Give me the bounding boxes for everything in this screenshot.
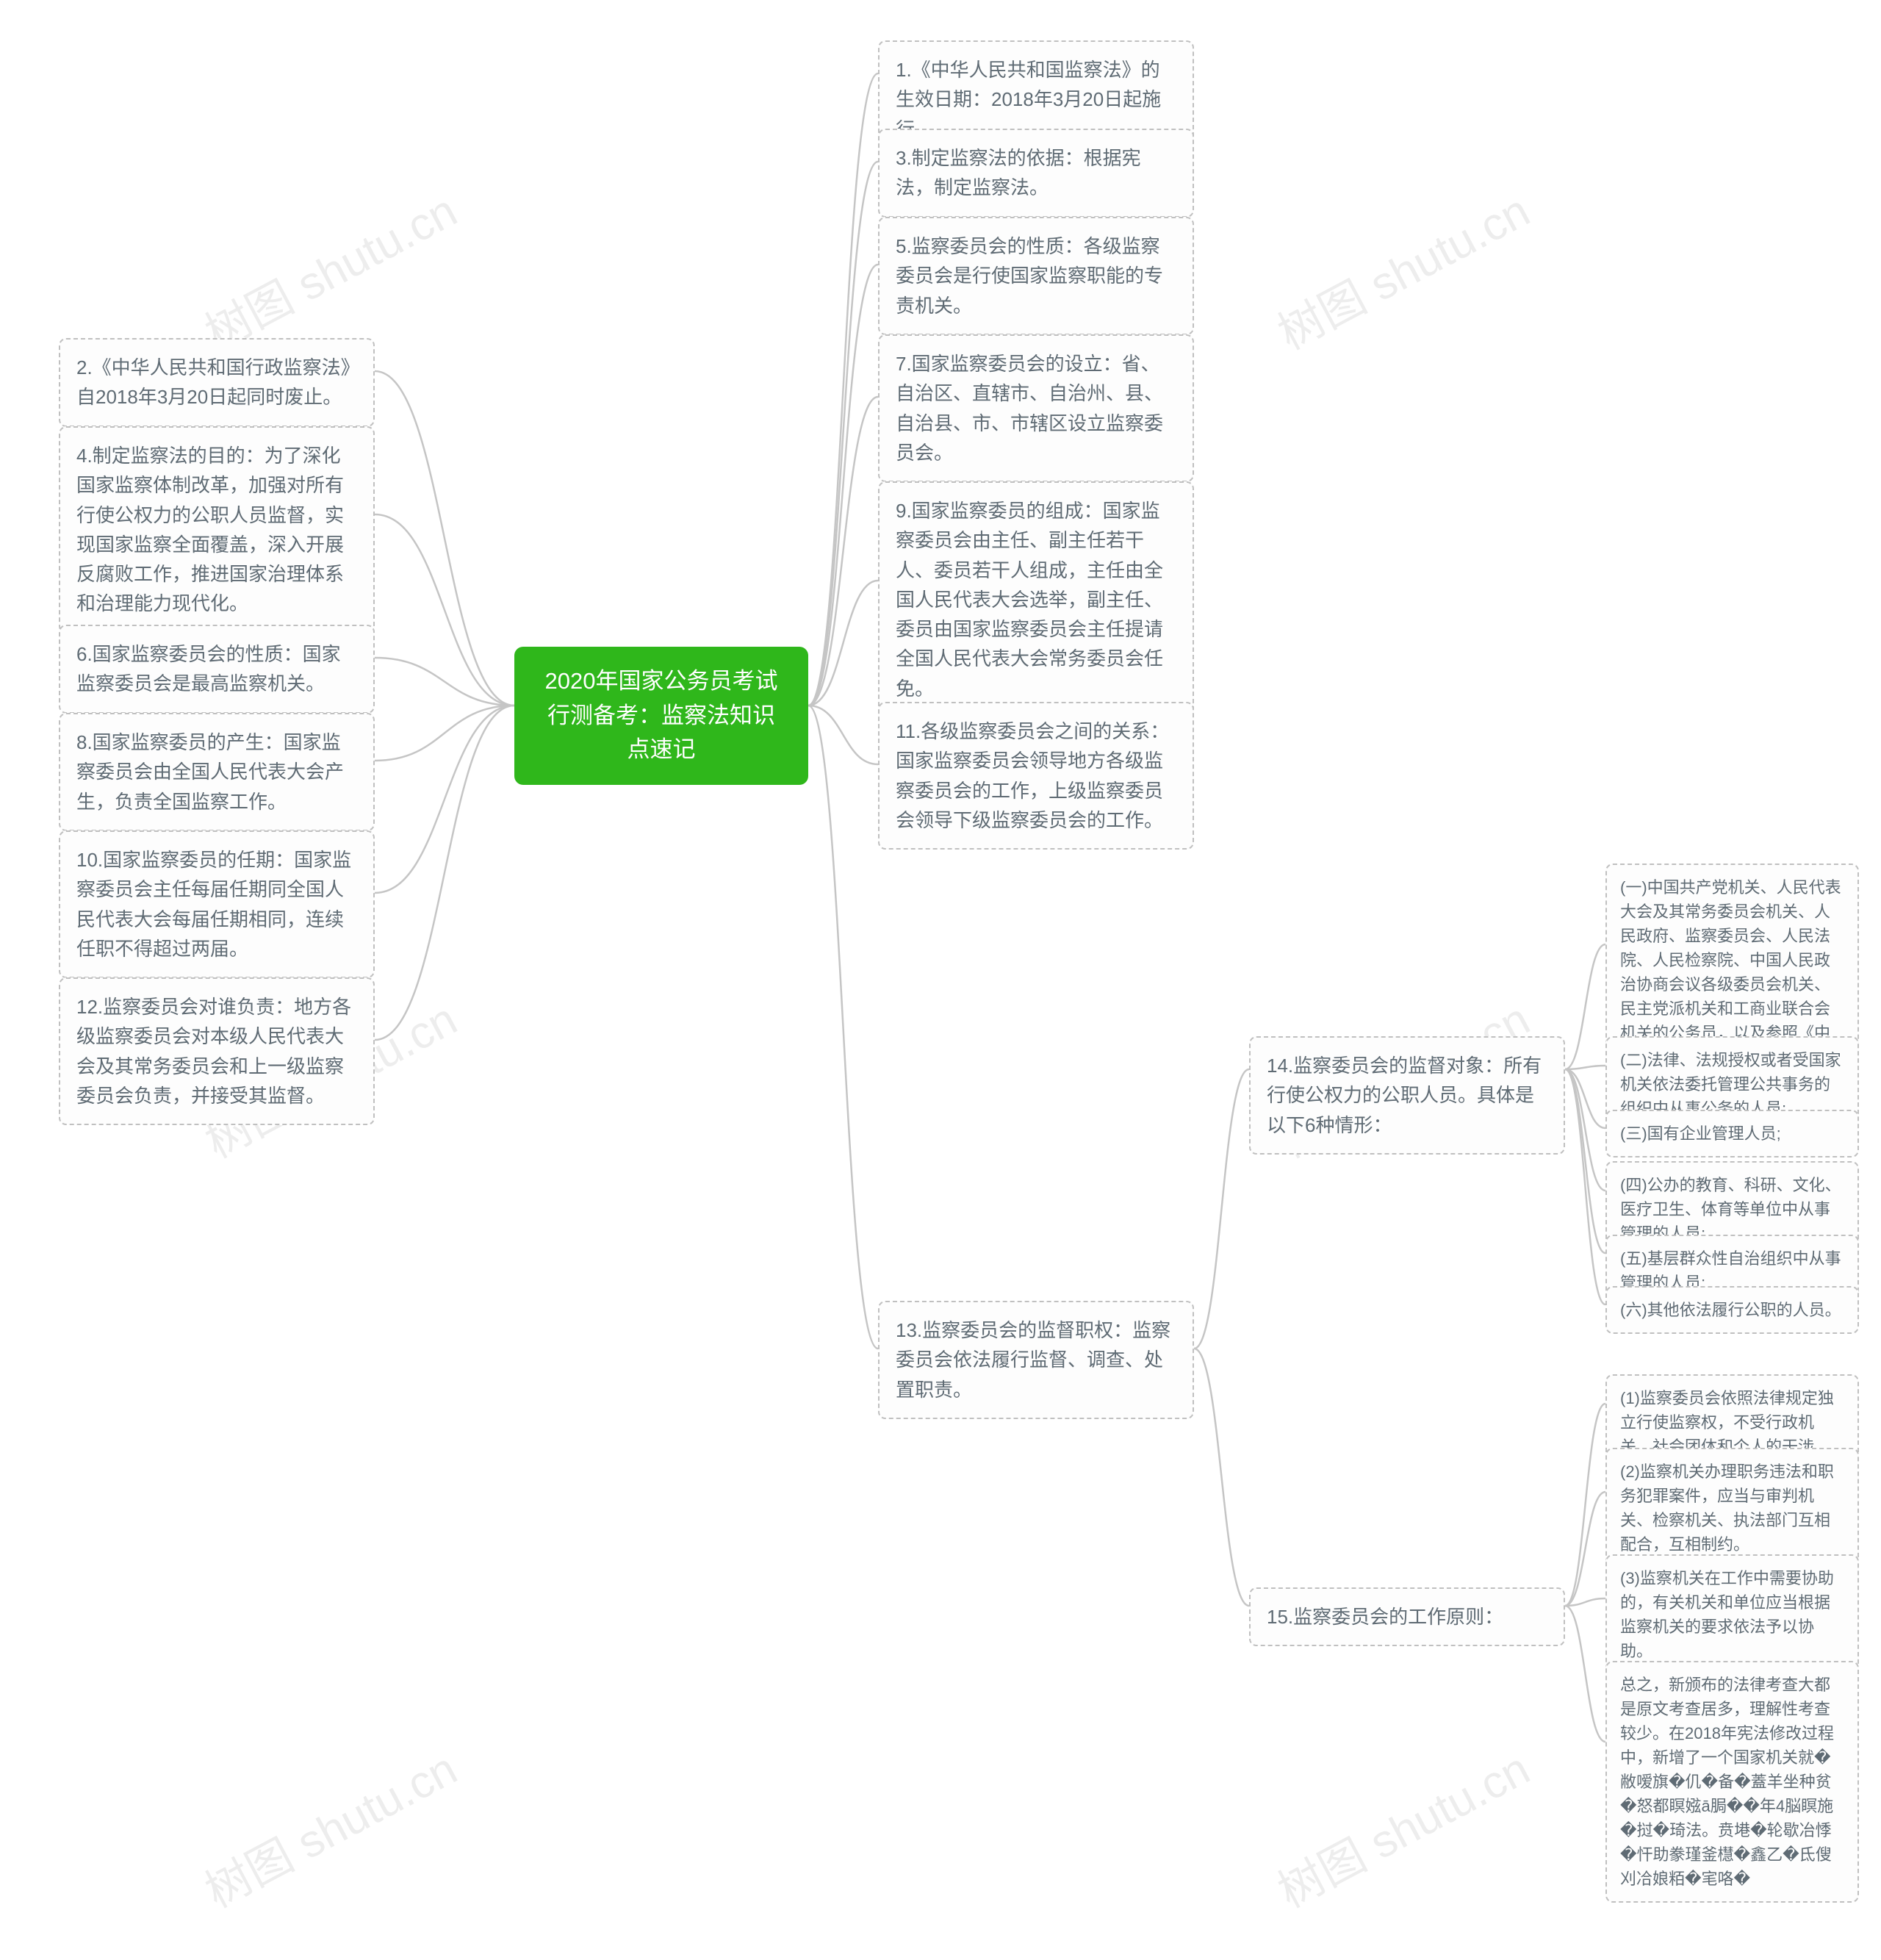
left-node-L10[interactable]: 10.国家监察委员的任期：国家监察委员会主任每届任期同全国人民代表大会每届任期相… <box>59 830 375 978</box>
root-node[interactable]: 2020年国家公务员考试行测备考：监察法知识点速记 <box>514 647 808 785</box>
grand15-node-G15b[interactable]: (2)监察机关办理职务违法和职务犯罪案件，应当与审判机关、检察机关、执法部门互相… <box>1605 1448 1859 1568</box>
sub-node-undefined[interactable]: 15.监察委员会的工作原则： <box>1249 1587 1565 1646</box>
mindmap-canvas: 树图 shutu.cn 树图 shutu.cn 树图 shutu.cn 树图 shut… <box>0 0 1881 1960</box>
grand15-node-G15c[interactable]: (3)监察机关在工作中需要协助的，有关机关和单位应当根据监察机关的要求依法予以协… <box>1605 1554 1859 1675</box>
grand15-node-G15d[interactable]: 总之，新颁布的法律考查大都是原文考查居多，理解性考查较少。在2018年宪法修改过… <box>1605 1661 1859 1903</box>
sub-node-undefined[interactable]: 14.监察委员会的监督对象：所有行使公权力的公职人员。具体是以下6种情形： <box>1249 1036 1565 1155</box>
right-node-R5[interactable]: 5.监察委员会的性质：各级监察委员会是行使国家监察职能的专责机关。 <box>878 217 1194 335</box>
right-node-R7[interactable]: 7.国家监察委员会的设立：省、自治区、直辖市、自治州、县、自治县、市、市辖区设立… <box>878 334 1194 482</box>
left-node-L4[interactable]: 4.制定监察法的目的：为了深化国家监察体制改革，加强对所有行使公权力的公职人员监… <box>59 426 375 633</box>
right-node-R11[interactable]: 11.各级监察委员会之间的关系：国家监察委员会领导地方各级监察委员会的工作，上级… <box>878 702 1194 850</box>
watermark: 树图 shutu.cn <box>192 174 467 362</box>
left-node-L12[interactable]: 12.监察委员会对谁负责：地方各级监察委员会对本级人民代表大会及其常务委员会和上… <box>59 977 375 1125</box>
right-node-R3[interactable]: 3.制定监察法的依据：根据宪法，制定监察法。 <box>878 129 1194 218</box>
watermark: 树图 shutu.cn <box>1265 174 1539 362</box>
left-node-L2[interactable]: 2.《中华人民共和国行政监察法》自2018年3月20日起同时废止。 <box>59 338 375 427</box>
watermark: 树图 shutu.cn <box>1265 1732 1539 1920</box>
grand14-node-G14f[interactable]: (六)其他依法履行公职的人员。 <box>1605 1286 1859 1334</box>
left-node-L6[interactable]: 6.国家监察委员会的性质：国家监察委员会是最高监察机关。 <box>59 625 375 714</box>
grand14-node-G14c[interactable]: (三)国有企业管理人员; <box>1605 1110 1859 1157</box>
right-node-R13[interactable]: 13.监察委员会的监督职权：监察委员会依法履行监督、调查、处置职责。 <box>878 1301 1194 1419</box>
right-node-R9[interactable]: 9.国家监察委员的组成：国家监察委员会由主任、副主任若干人、委员若干人组成，主任… <box>878 481 1194 718</box>
watermark: 树图 shutu.cn <box>192 1732 467 1920</box>
left-node-L8[interactable]: 8.国家监察委员的产生：国家监察委员会由全国人民代表大会产生，负责全国监察工作。 <box>59 713 375 831</box>
